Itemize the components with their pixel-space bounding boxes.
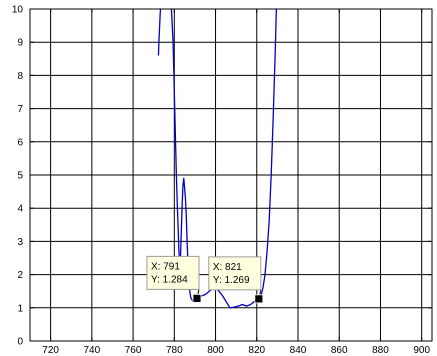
- datatip-y-label: Y: 1.269: [213, 275, 250, 286]
- x-tick-label: 800: [207, 345, 224, 356]
- x-tick-label: 880: [372, 345, 389, 356]
- x-tick-label: 900: [413, 345, 430, 356]
- x-tick-label: 860: [331, 345, 348, 356]
- series-line-1: [157, 8, 162, 56]
- datatip-2[interactable]: X: 821 Y: 1.269: [208, 256, 264, 304]
- x-tick-label: 780: [166, 345, 183, 356]
- axis-ticks: 720 740 760 780 800 820 840 860 880 900 0 1 2 3 4 5 6 7 8 9…: [12, 5, 432, 356]
- y-tick-label: 5: [17, 171, 23, 182]
- x-tick-label: 820: [248, 345, 265, 356]
- y-tick-label: 9: [17, 38, 23, 49]
- y-tick-label: 4: [17, 204, 23, 215]
- y-tick-label: 0: [17, 337, 23, 348]
- x-tick-label: 740: [84, 345, 101, 356]
- datatip-x-label: X: 821: [213, 262, 242, 273]
- y-tick-label: 8: [17, 71, 23, 82]
- x-tick-label: 720: [42, 345, 59, 356]
- datatips: X: 791 Y: 1.284 X: 821 Y: 1.269: [146, 255, 264, 304]
- datatip-box: [146, 255, 200, 290]
- y-tick-label: 7: [17, 104, 23, 115]
- x-tick-label: 840: [290, 345, 307, 356]
- datatip-marker: [254, 294, 264, 304]
- datatip-y-label: Y: 1.284: [151, 274, 188, 285]
- y-tick-label: 6: [17, 137, 23, 148]
- y-tick-label: 1: [17, 303, 23, 314]
- y-tick-label: 3: [17, 237, 23, 248]
- datatip-marker: [192, 293, 202, 303]
- datatip-box: [208, 256, 262, 291]
- x-tick-label: 760: [125, 345, 142, 356]
- datatip-1[interactable]: X: 791 Y: 1.284: [146, 255, 202, 303]
- y-tick-label: 2: [17, 270, 23, 281]
- datatip-x-label: X: 791: [151, 261, 180, 272]
- y-tick-label: 10: [12, 5, 24, 16]
